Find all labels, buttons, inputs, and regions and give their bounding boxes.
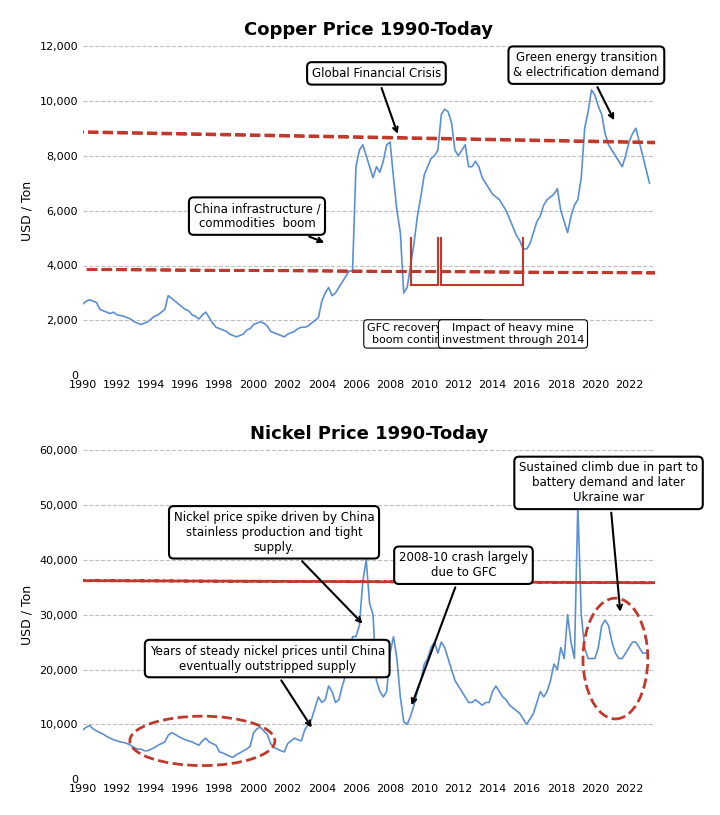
Text: China infrastructure /
commodities  boom: China infrastructure / commodities boom — [194, 202, 322, 242]
Y-axis label: USD / Ton: USD / Ton — [21, 584, 34, 645]
Text: Years of steady nickel prices until China
eventually outstripped supply: Years of steady nickel prices until Chin… — [150, 645, 384, 725]
Text: Nickel price spike driven by China
stainless production and tight
supply.: Nickel price spike driven by China stain… — [174, 511, 374, 622]
Title: Nickel Price 1990-Today: Nickel Price 1990-Today — [250, 425, 488, 443]
Text: GFC recovery; China
boom continuation: GFC recovery; China boom continuation — [367, 323, 482, 345]
Text: 2008-10 crash largely
due to GFC: 2008-10 crash largely due to GFC — [399, 551, 528, 703]
Text: Global Financial Crisis: Global Financial Crisis — [312, 67, 441, 132]
Text: Impact of heavy mine
investment through 2014: Impact of heavy mine investment through … — [442, 323, 584, 345]
Text: Sustained climb due in part to
battery demand and later
Ukraine war: Sustained climb due in part to battery d… — [519, 461, 698, 610]
Text: Green energy transition
& electrification demand: Green energy transition & electrificatio… — [513, 51, 660, 118]
Title: Copper Price 1990-Today: Copper Price 1990-Today — [244, 21, 493, 39]
Y-axis label: USD / Ton: USD / Ton — [21, 181, 34, 240]
